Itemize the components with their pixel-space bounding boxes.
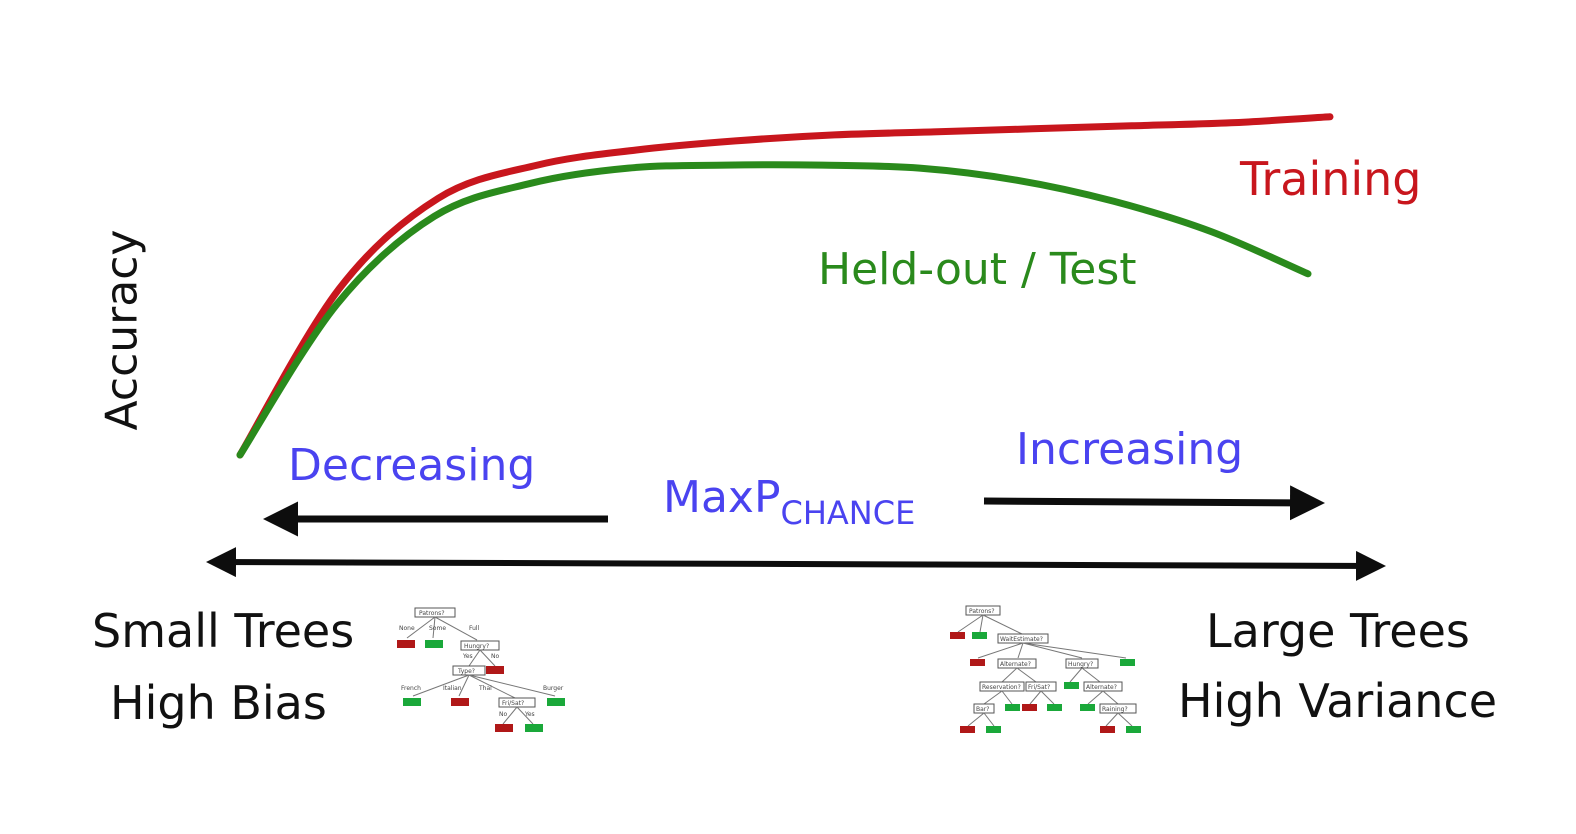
svg-text:Alternate?: Alternate? [1086,684,1117,691]
svg-text:Patrons?: Patrons? [419,610,445,617]
svg-text:Hungry?: Hungry? [1068,661,1093,668]
svg-text:Fri/Sat?: Fri/Sat? [502,700,524,707]
svg-text:Raining?: Raining? [1102,706,1128,713]
svg-text:Yes: Yes [462,653,473,660]
svg-text:Thai: Thai [478,685,492,692]
svg-text:No: No [499,711,507,718]
increasing-label: Increasing [1016,424,1244,475]
maxp-chance-label: MaxPCHANCE [663,472,915,532]
svg-text:Reservation?: Reservation? [982,684,1021,691]
svg-text:Type?: Type? [457,668,475,675]
svg-text:Fri/Sat?: Fri/Sat? [1028,684,1050,691]
decreasing-label: Decreasing [288,440,536,491]
svg-text:Patrons?: Patrons? [969,608,995,615]
maxp-text: MaxP [663,472,781,523]
test-label: Held-out / Test [818,244,1137,295]
svg-text:Burger: Burger [543,685,564,692]
svg-text:Bar?: Bar? [976,706,989,713]
large-trees-label: Large Trees [1206,604,1470,658]
svg-text:WaitEstimate?: WaitEstimate? [1000,636,1043,643]
svg-text:Hungry?: Hungry? [464,643,489,650]
svg-text:None: None [399,625,415,632]
large-tree-icon: Patrons? WaitEstimate? Alternate? Hungry… [950,605,1141,733]
svg-text:No: No [491,653,499,660]
maxp-subscript: CHANCE [780,494,916,532]
svg-text:Alternate?: Alternate? [1000,661,1031,668]
complexity-axis-arrow [206,547,1386,581]
y-axis-label: Accuracy [96,229,148,431]
test-curve [236,161,1312,459]
training-curve [236,113,1334,459]
increasing-arrow [983,485,1325,521]
svg-text:Some: Some [429,625,446,632]
high-variance-label: High Variance [1178,674,1498,728]
small-trees-label: Small Trees [92,604,355,658]
svg-text:Full: Full [469,625,480,632]
high-bias-label: High Bias [110,676,327,730]
svg-text:French: French [401,685,421,692]
small-tree-icon: Patrons? None Some Full Hungry? Yes No T… [397,607,565,732]
svg-text:Yes: Yes [524,711,535,718]
training-label: Training [1240,152,1422,206]
svg-text:Italian: Italian [443,685,462,692]
